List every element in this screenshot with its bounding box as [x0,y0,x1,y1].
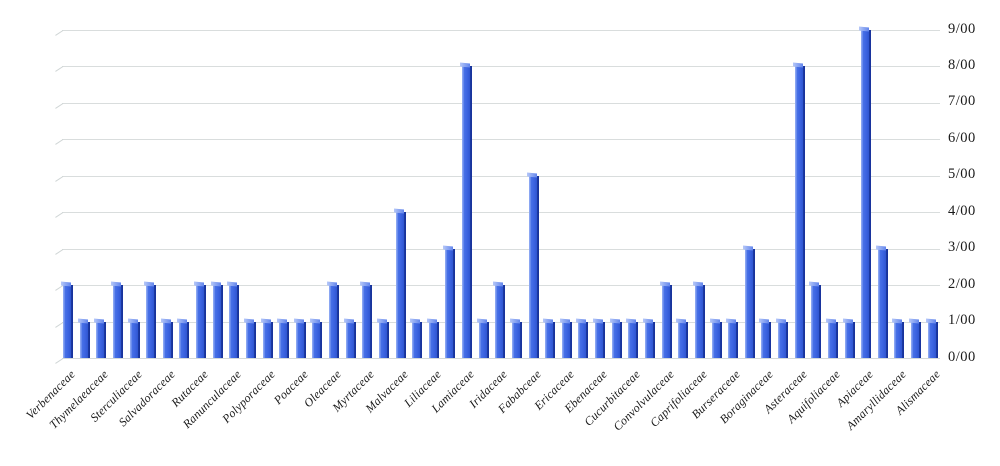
x-axis-line [62,358,940,359]
y-tick-label: 2/00 [948,275,976,292]
bar [162,321,173,358]
bar [778,321,788,358]
bar [329,285,339,358]
bar [462,66,472,358]
bar [129,321,140,358]
bar [362,285,373,358]
bar [395,212,406,358]
bar [511,321,522,358]
bar [877,248,888,358]
gridline [62,175,940,177]
bar [179,321,190,358]
bar [428,321,439,358]
bar [295,321,306,358]
bar [911,321,921,358]
bar [478,321,489,358]
y-tick-label: 4/00 [948,202,976,219]
bar [545,321,556,358]
bar [345,321,356,358]
bar [262,321,273,358]
bar [146,285,157,358]
bar [827,321,838,358]
bar [678,321,689,358]
gridline [62,30,940,31]
bar [728,321,739,358]
bar [927,321,938,358]
bar [528,175,539,358]
bar [412,321,423,358]
gridline [62,248,940,250]
y-tick-label: 1/00 [948,312,976,329]
y-tick-label: 9/00 [948,20,976,37]
bar [212,285,223,358]
bar [96,321,107,358]
bar [794,66,805,358]
bar [861,30,872,358]
bar [79,321,90,358]
bar [378,321,389,358]
bar [744,248,755,358]
gridline [62,139,940,141]
bar [644,321,655,358]
gridline [62,212,940,214]
bar [844,321,855,358]
bar [445,248,456,358]
bar [495,285,506,358]
bar [661,285,672,358]
bar [245,321,256,358]
bar [561,321,572,358]
bar [279,321,290,358]
bar [312,321,323,358]
bar [894,321,905,358]
gridline [62,66,940,68]
bar [711,321,722,358]
bar [694,285,705,358]
y-tick-label: 0/00 [948,348,976,365]
bar [628,321,639,358]
bar [63,285,73,358]
bar [578,321,589,358]
y-tick-label: 5/00 [948,166,976,183]
y-tick-label: 6/00 [948,129,976,146]
y-tick-label: 7/00 [948,93,976,110]
bar [811,285,822,358]
bar [229,285,240,358]
bar [611,321,622,358]
bar [595,321,606,358]
gridline [62,102,940,104]
y-tick-label: 8/00 [948,56,976,73]
bar [196,285,206,358]
y-tick-label: 3/00 [948,239,976,256]
bar [761,321,772,358]
bar [112,285,123,358]
